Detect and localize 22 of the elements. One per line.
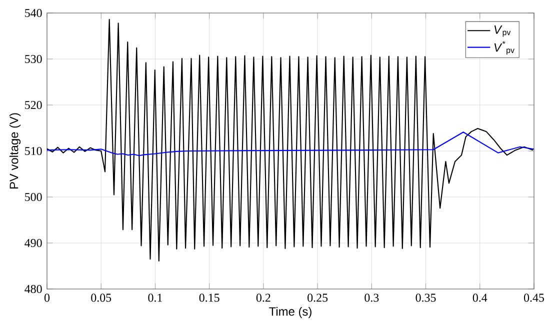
x-tick-label: 0.35 bbox=[416, 294, 436, 302]
x-tick-label: 0.05 bbox=[91, 294, 112, 302]
x-tick-label: 0.1 bbox=[148, 294, 162, 302]
y-axis-title: PV voltage (V) bbox=[9, 113, 21, 189]
x-tick-label: 0.2 bbox=[256, 294, 270, 302]
x-tick-label: 0.25 bbox=[308, 294, 328, 302]
legend-label: V$_{pv}$ bbox=[494, 26, 511, 37]
x-tick-label: 0.4 bbox=[472, 294, 488, 302]
y-tick-label: 540 bbox=[25, 8, 42, 18]
x-tick-label: 0.45 bbox=[524, 294, 544, 302]
y-tick-label: 510 bbox=[25, 146, 42, 156]
y-tick-label: 500 bbox=[25, 192, 42, 202]
y-tick-label: 480 bbox=[24, 284, 42, 294]
x-tick-label: 0.3 bbox=[364, 294, 379, 302]
x-tick-label: 0.15 bbox=[199, 294, 220, 302]
y-tick-label: 530 bbox=[25, 54, 42, 64]
x-tick-label: 0 bbox=[44, 294, 50, 302]
line-series bbox=[47, 132, 534, 156]
y-tick-label: 520 bbox=[25, 100, 42, 110]
x-axis-title: Time (s) bbox=[269, 306, 312, 318]
line-series bbox=[47, 18, 534, 262]
y-tick-label: 490 bbox=[24, 238, 42, 248]
